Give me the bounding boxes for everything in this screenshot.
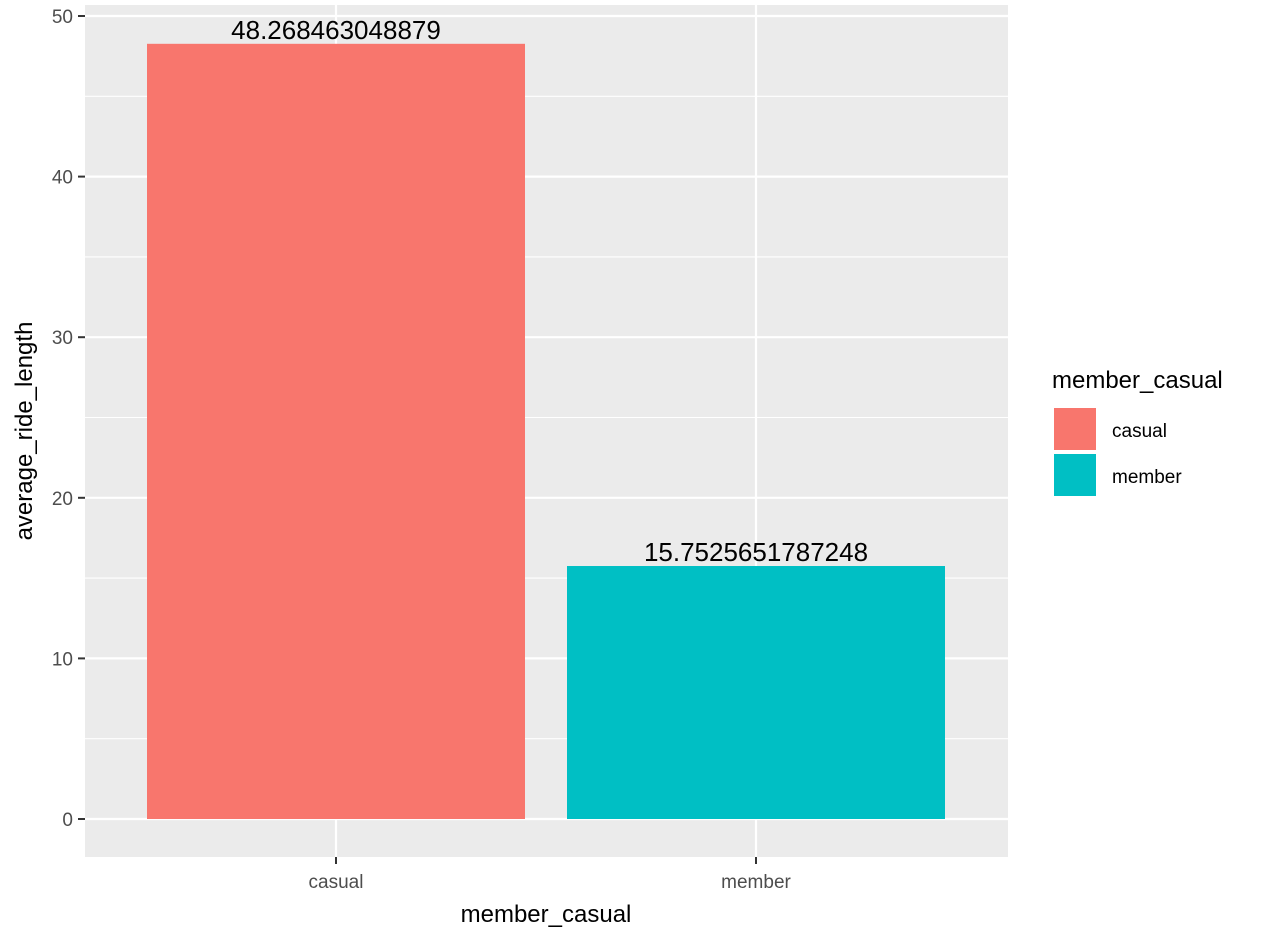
- legend-title: member_casual: [1052, 367, 1223, 394]
- y-tick-label: 40: [52, 168, 73, 189]
- x-axis: casual member: [309, 857, 792, 893]
- data-label-casual: 48.268463048879: [231, 15, 441, 45]
- bar-member: [567, 566, 945, 819]
- x-axis-title: member_casual: [461, 901, 632, 928]
- legend-label-member: member: [1112, 467, 1182, 488]
- y-axis: 0 10 20 30 40 50: [52, 7, 85, 831]
- x-tick-label-member: member: [721, 872, 791, 893]
- legend-label-casual: casual: [1112, 421, 1167, 442]
- legend-key-member: [1054, 454, 1096, 496]
- y-tick-label: 0: [62, 810, 73, 831]
- legend-key-casual: [1054, 408, 1096, 450]
- y-tick-label: 30: [52, 328, 73, 349]
- data-labels-group: 48.268463048879 15.7525651787248: [231, 15, 868, 567]
- y-axis-title: average_ride_length: [11, 322, 38, 541]
- bar-casual: [147, 43, 525, 820]
- y-tick-label: 50: [52, 7, 73, 28]
- data-label-member: 15.7525651787248: [644, 537, 868, 567]
- legend: member_casual casual member: [1052, 367, 1223, 496]
- x-tick-label-casual: casual: [309, 872, 364, 893]
- bars-group: [147, 43, 945, 820]
- y-tick-label: 10: [52, 649, 73, 670]
- y-tick-label: 20: [52, 489, 73, 510]
